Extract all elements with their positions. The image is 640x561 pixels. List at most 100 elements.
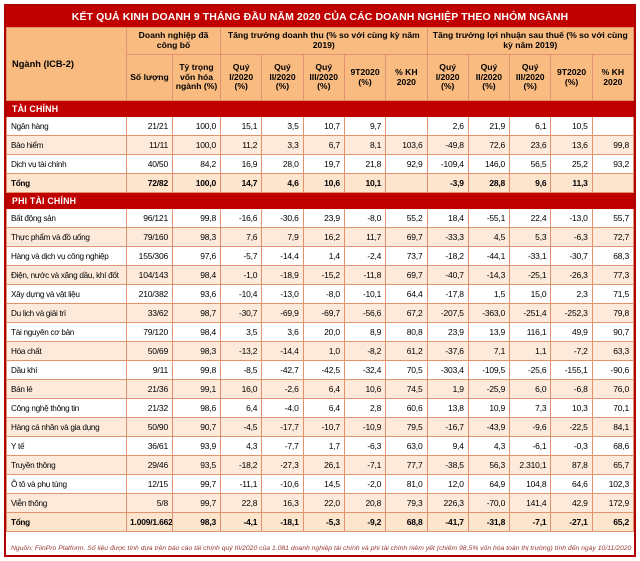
row-value: 63,0 — [385, 436, 428, 456]
row-label: Bán lẻ — [6, 379, 127, 399]
row-value: 56,5 — [509, 154, 552, 174]
row-value: -14,4 — [261, 246, 304, 266]
row-value: 6,4 — [302, 379, 345, 399]
row-value: -251,4 — [509, 303, 552, 323]
section-band-row: PHI TÀI CHÍNH — [6, 192, 634, 209]
business-results-report: KẾT QUẢ KINH DOANH 9 THÁNG ĐẦU NĂM 2020 … — [4, 4, 636, 557]
total-value: 14,7 — [220, 173, 263, 193]
row-value: 99,7 — [171, 474, 222, 494]
total-value: 10,6 — [302, 173, 345, 193]
row-value: -38,5 — [426, 455, 469, 475]
row-value: 84,1 — [591, 417, 634, 437]
row-value: -6,3 — [550, 227, 593, 247]
row-value: 98,4 — [171, 322, 222, 342]
row-value: 64,4 — [385, 284, 428, 304]
row-value: -363,0 — [467, 303, 511, 323]
row-value: 11,2 — [220, 135, 263, 155]
section-band-label: TÀI CHÍNH — [6, 100, 634, 117]
row-value: 2,3 — [550, 284, 593, 304]
row-value: -252,3 — [550, 303, 593, 323]
row-value: -6,1 — [509, 436, 552, 456]
row-label: Dầu khí — [6, 360, 127, 380]
row-value: 72,7 — [591, 227, 634, 247]
row-value: 5/8 — [126, 493, 173, 513]
source-note: Nguồn: FiinPro Platform. Số liệu được tí… — [11, 545, 632, 552]
row-value: 3,5 — [220, 322, 263, 342]
row-value: -7,2 — [550, 341, 593, 361]
row-value: 11/11 — [126, 135, 173, 155]
row-value: 9,4 — [426, 436, 469, 456]
row-value: 70,1 — [591, 398, 634, 418]
row-value: 13,6 — [550, 135, 593, 155]
row-value: -10,1 — [343, 284, 387, 304]
row-value: 22,4 — [509, 208, 552, 228]
table-head: Ngành (ICB-2) Doanh nghiệp đã công bố Tăng… — [6, 27, 634, 101]
row-value: -6,3 — [343, 436, 387, 456]
row-value: -11,1 — [220, 474, 263, 494]
row-value: 5,3 — [509, 227, 552, 247]
total-value — [591, 173, 634, 193]
row-value: 18,4 — [426, 208, 469, 228]
row-value: 90,7 — [171, 417, 222, 437]
row-value: 76,0 — [591, 379, 634, 399]
total-value: 100,0 — [171, 173, 222, 193]
row-value: -56,6 — [343, 303, 387, 323]
row-value: -13,2 — [220, 341, 263, 361]
row-label: Dịch vụ tài chính — [6, 154, 127, 174]
sub-column-header: Quý III/2020 (%) — [509, 54, 552, 101]
table-row: Dầu khí 9/11 99,8 -8,5 -42,7 -42,5 -32,4 70,5 -3… — [6, 360, 634, 380]
row-value: -8,0 — [343, 208, 387, 228]
total-label: Tổng — [6, 173, 127, 193]
sub-column-header: Quý II/2020 (%) — [467, 54, 511, 101]
row-value: 98,6 — [171, 398, 222, 418]
sub-column-header: Quý I/2020 (%) — [426, 54, 469, 101]
row-value: -17,8 — [426, 284, 469, 304]
row-value: 29/46 — [126, 455, 173, 475]
row-value: 69,7 — [385, 227, 428, 247]
row-value: 96/121 — [126, 208, 173, 228]
row-label: Du lịch và giải trí — [6, 303, 127, 323]
row-value: 81,0 — [385, 474, 428, 494]
row-value: -0,3 — [550, 436, 593, 456]
report-title: KẾT QUẢ KINH DOANH 9 THÁNG ĐẦU NĂM 2020 … — [6, 6, 634, 27]
row-value: 33/62 — [126, 303, 173, 323]
row-value: -303,4 — [426, 360, 469, 380]
row-value: 23,6 — [509, 135, 552, 155]
row-value: 6,1 — [509, 116, 552, 136]
row-value: 15,1 — [220, 116, 263, 136]
row-value: 12,0 — [426, 474, 469, 494]
row-value: -30,7 — [220, 303, 263, 323]
row-value: 100,0 — [171, 116, 222, 136]
row-value: 92,9 — [385, 154, 428, 174]
row-value: 68,3 — [591, 246, 634, 266]
table-row: Hàng và dịch vụ công nghiệp 155/306 97,6 -5… — [6, 246, 634, 266]
row-value: -43,9 — [467, 417, 511, 437]
row-value: 84,2 — [171, 154, 222, 174]
row-value — [591, 116, 634, 136]
table-row: Công nghệ thông tin 21/32 98,6 6,4 -4,0 6,4 2,… — [6, 398, 634, 418]
row-value: 7,6 — [220, 227, 263, 247]
row-value: -14,3 — [467, 265, 511, 285]
row-value: 11,7 — [343, 227, 387, 247]
table-row: Viễn thông 5/8 99,7 22,8 16,3 22,0 20,8 79,3 226… — [6, 493, 634, 513]
total-value: 98,3 — [171, 512, 222, 532]
row-value: 226,3 — [426, 493, 469, 513]
row-value: 79,8 — [591, 303, 634, 323]
table-row: Dịch vụ tài chính 40/50 84,2 16,9 28,0 19,7 21… — [6, 154, 634, 174]
row-value: 49,9 — [550, 322, 593, 342]
row-value: 67,2 — [385, 303, 428, 323]
row-value: -17,7 — [261, 417, 304, 437]
row-value: 69,7 — [385, 265, 428, 285]
row-value: -8,5 — [220, 360, 263, 380]
row-value: 6,4 — [302, 398, 345, 418]
row-value: 93,6 — [171, 284, 222, 304]
header-sub-row: Số lượng Tỷ trọng vốn hóa ngành (%) Quý I/… — [7, 54, 634, 101]
row-value: 141,4 — [509, 493, 552, 513]
total-value: -27,1 — [550, 512, 593, 532]
section-total-row: Tổng 1.009/1.662 98,3 -4,1 -18,1 -5,3 -9,2 68,8… — [6, 512, 634, 532]
total-value: 4,6 — [261, 173, 304, 193]
row-value: -6,8 — [550, 379, 593, 399]
row-value: 64,6 — [550, 474, 593, 494]
row-value — [385, 116, 428, 136]
row-value: 15,0 — [509, 284, 552, 304]
